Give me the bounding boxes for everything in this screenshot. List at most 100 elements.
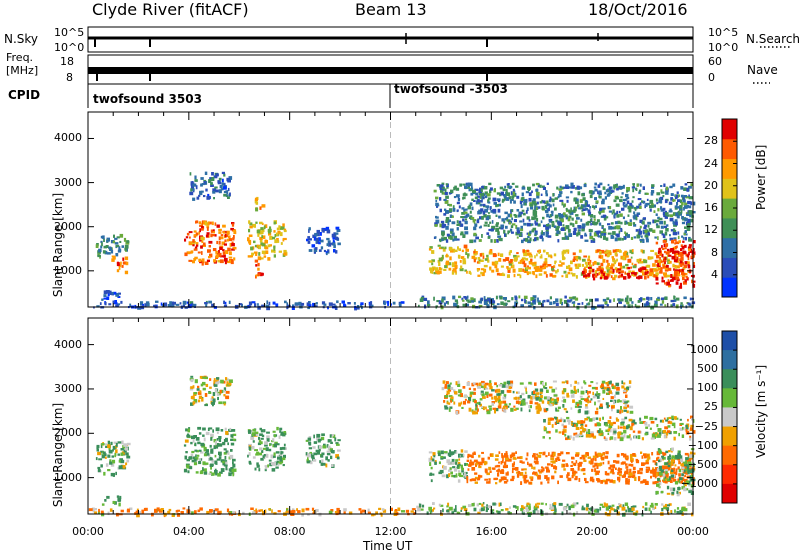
echo-cell: [118, 459, 121, 463]
echo-cell: [589, 194, 593, 199]
echo-cell: [252, 223, 256, 228]
echo-cell: [213, 378, 216, 381]
echo-cell: [589, 400, 592, 403]
echo-cell: [326, 444, 329, 448]
echo-cell: [638, 230, 643, 235]
echo-cell: [273, 452, 276, 456]
echo-cell: [618, 250, 622, 253]
echo-cell: [497, 395, 501, 400]
echo-cell: [623, 453, 627, 458]
echo-cell: [208, 240, 213, 244]
echo-cell: [330, 434, 334, 437]
echo-cell: [549, 214, 553, 218]
echo-cell: [597, 230, 601, 234]
echo-cell: [609, 189, 613, 193]
echo-cell: [252, 456, 256, 459]
echo-cell: [117, 498, 121, 502]
echo-cell: [490, 239, 493, 243]
echo-cell: [465, 303, 469, 307]
echo-cell: [348, 511, 353, 515]
echo-cell: [609, 479, 613, 483]
echo-cell: [681, 246, 685, 250]
echo-cell: [291, 509, 296, 513]
echo-cell: [108, 449, 113, 454]
echo-cell: [672, 183, 676, 187]
echo-cell: [218, 250, 220, 254]
echo-cell: [603, 275, 608, 280]
echo-cell: [544, 201, 547, 205]
echo-cell: [115, 471, 117, 476]
echo-cell: [527, 188, 531, 192]
echo-cell: [669, 457, 673, 461]
echo-cell: [602, 186, 606, 190]
echo-cell: [536, 505, 539, 509]
echo-cell: [508, 458, 512, 462]
echo-cell: [527, 186, 531, 190]
echo-cell: [203, 448, 207, 452]
echo-cell: [565, 207, 568, 211]
echo-cell: [542, 185, 545, 188]
echo-cell: [585, 404, 588, 408]
echo-cell: [522, 512, 525, 515]
echo-cell: [539, 392, 542, 396]
echo-cell: [263, 454, 267, 457]
echo-cell: [562, 396, 566, 399]
echo-cell: [667, 425, 671, 428]
echo-cell: [678, 480, 681, 484]
echo-cell: [145, 507, 148, 511]
echo-cell: [528, 255, 533, 258]
echo-cell: [555, 298, 559, 303]
echo-cell: [427, 300, 430, 304]
echo-cell: [482, 508, 485, 512]
echo-cell: [200, 442, 205, 447]
echo-cell: [102, 250, 106, 254]
echo-cell: [533, 306, 536, 310]
echo-cell: [96, 305, 100, 308]
echo-cell: [283, 228, 287, 231]
echo-cell: [321, 452, 325, 456]
echo-cell: [594, 393, 599, 397]
echo-cell: [646, 238, 649, 243]
echo-cell: [595, 200, 599, 204]
echo-cell: [662, 265, 665, 269]
echo-cell: [477, 274, 481, 277]
echo-cell: [171, 513, 175, 517]
echo-cell: [634, 422, 637, 425]
echo-cell: [219, 246, 223, 250]
echo-cell: [475, 403, 478, 407]
echo-cell: [647, 202, 650, 206]
echo-cell: [674, 206, 678, 210]
echo-cell: [630, 458, 634, 462]
echo-cell: [118, 246, 121, 251]
echo-cell: [255, 275, 257, 279]
echo-cell: [657, 262, 661, 267]
echo-cell: [585, 207, 588, 211]
echo-cell: [618, 210, 621, 214]
echo-cell: [599, 211, 602, 215]
echo-cell: [444, 208, 447, 211]
echo-cell: [662, 479, 665, 482]
echo-cell: [122, 261, 127, 265]
echo-cell: [526, 452, 529, 457]
echo-cell: [674, 229, 677, 232]
echo-cell: [470, 188, 473, 192]
echo-cell: [493, 239, 496, 243]
echo-cell: [197, 441, 201, 445]
echo-cell: [609, 266, 614, 270]
echo-cell: [462, 303, 467, 307]
echo-cell: [478, 239, 482, 242]
echo-cell: [677, 231, 680, 235]
echo-cell: [496, 469, 500, 472]
echo-cell: [442, 187, 445, 191]
echo-cell: [618, 503, 622, 508]
echo-cell: [461, 297, 464, 301]
echo-cell: [500, 265, 504, 268]
echo-cell: [446, 186, 449, 189]
echo-cell: [463, 244, 468, 249]
echo-cell: [563, 204, 565, 208]
echo-cell: [641, 512, 644, 517]
echo-cell: [610, 507, 614, 511]
echo-cell: [552, 302, 555, 305]
echo-cell: [387, 302, 389, 306]
echo-cell: [101, 454, 105, 459]
